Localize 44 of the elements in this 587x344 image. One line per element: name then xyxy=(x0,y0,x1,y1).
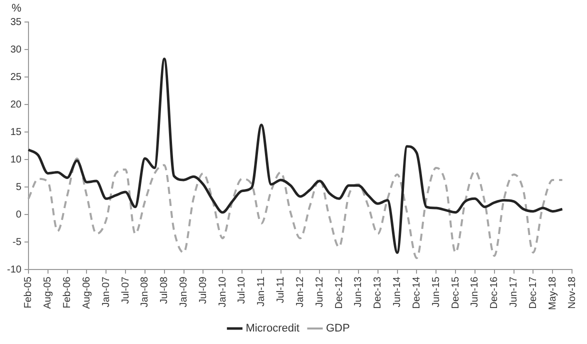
x-tick-label: Jun-15 xyxy=(430,276,442,308)
y-tick-label: 35 xyxy=(10,16,22,28)
x-tick-label: Jul-08 xyxy=(159,276,170,304)
y-tick-label: 10 xyxy=(10,154,22,166)
y-tick-label: 15 xyxy=(10,126,22,138)
y-tick-label: -5 xyxy=(12,236,22,248)
x-tick-label: Feb-05 xyxy=(23,276,34,308)
x-tick-label: Nov-18 xyxy=(566,276,578,309)
y-tick-label: 30 xyxy=(10,44,22,56)
x-tick-label: Jun-17 xyxy=(508,276,520,308)
x-tick-label: Jul-09 xyxy=(198,276,209,304)
x-tick-label: Dec-13 xyxy=(372,276,384,309)
x-tick-label: Feb-06 xyxy=(62,276,74,308)
x-tick-label: Jun-16 xyxy=(470,276,481,308)
x-tick-label: Jan-10 xyxy=(217,276,228,308)
x-tick-label: Aug-05 xyxy=(42,276,54,309)
x-tick-label: Jan-08 xyxy=(140,276,151,308)
x-tick-label: Dec-16 xyxy=(489,276,500,309)
x-tick-label: Jan-12 xyxy=(294,276,306,308)
x-tick-label: May-18 xyxy=(547,276,558,310)
x-tick-label: Aug-06 xyxy=(81,276,92,309)
x-tick-label: Jun-14 xyxy=(392,276,404,308)
x-tick-label: Jun-12 xyxy=(314,276,326,308)
line-series xyxy=(27,157,564,260)
legend-label: GDP xyxy=(326,322,350,335)
x-tick-label: Jun-13 xyxy=(353,276,364,308)
y-tick-label: 0 xyxy=(16,209,22,220)
x-tick-label: Dec-14 xyxy=(411,276,422,309)
line-series xyxy=(27,58,564,254)
y-axis-title: % xyxy=(12,2,22,15)
legend-label: Microcredit xyxy=(246,322,300,335)
y-tick-label: 25 xyxy=(10,72,22,83)
y-tick-label: 20 xyxy=(10,99,22,110)
x-tick-label: Jan-09 xyxy=(178,276,190,308)
x-tick-label: Jan-07 xyxy=(100,276,112,308)
x-tick-label: Jul-10 xyxy=(236,276,248,304)
x-tick-label: Jul-07 xyxy=(120,276,132,304)
x-tick-label: Dec-17 xyxy=(528,276,539,309)
y-tick-label: -10 xyxy=(7,264,22,276)
x-tick-label: Dec-15 xyxy=(450,276,462,309)
x-tick-label: Dec-12 xyxy=(334,276,345,309)
x-tick-label: Jan-11 xyxy=(256,276,268,306)
y-tick-label: 5 xyxy=(16,182,22,193)
x-tick-label: Jul-11 xyxy=(276,276,287,304)
